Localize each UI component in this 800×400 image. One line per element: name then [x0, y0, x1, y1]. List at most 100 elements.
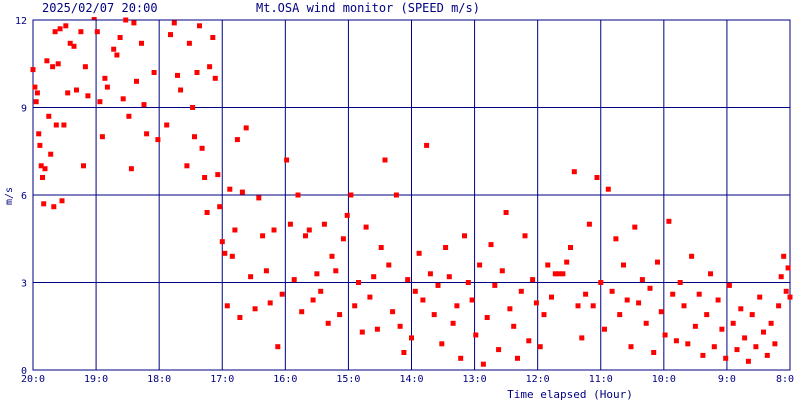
plot-frame [32, 19, 791, 371]
data-point [363, 224, 369, 230]
data-point [382, 157, 388, 163]
x-tick-label: 9:0 [718, 374, 736, 385]
data-point [462, 233, 467, 239]
data-point [359, 329, 365, 335]
data-point [458, 355, 464, 361]
data-point [212, 75, 218, 81]
data-point [700, 352, 706, 358]
data-point [71, 43, 77, 49]
data-point [91, 14, 97, 20]
data-point [287, 221, 293, 227]
x-tick-labels: 20:0 19:0 18:0 17:0 16:0 15:0 14:0 13:0 12:0 11:0… [21, 374, 794, 385]
data-point [303, 233, 308, 239]
data-point [677, 280, 683, 285]
data-point [424, 142, 430, 148]
data-point [42, 166, 48, 172]
data-point [488, 242, 494, 248]
data-point [232, 227, 238, 233]
y-tick-label: 6 [21, 191, 27, 202]
data-point [32, 84, 38, 90]
data-point [37, 142, 43, 148]
data-point [590, 303, 596, 309]
data-point [730, 320, 736, 326]
data-point [670, 291, 676, 297]
data-point [473, 332, 479, 338]
data-point [658, 309, 664, 315]
x-tick-label: 20:0 [21, 374, 45, 385]
data-point [549, 294, 554, 300]
data-point [530, 277, 536, 283]
data-point [186, 40, 192, 46]
data-point [768, 320, 774, 326]
y-axis-label: m/s [4, 187, 15, 205]
data-point [291, 277, 297, 283]
data-point [613, 236, 619, 242]
data-point [94, 29, 100, 35]
data-point [454, 303, 460, 309]
data-point [151, 70, 157, 75]
data-point [192, 134, 197, 140]
y-tick-label: 3 [21, 279, 27, 290]
data-point [598, 280, 604, 285]
data-point [33, 99, 39, 105]
data-point [61, 122, 67, 128]
data-point [605, 186, 611, 192]
data-point [117, 35, 123, 40]
x-tick-label: 12:0 [526, 374, 550, 385]
data-point [256, 195, 262, 201]
y-tick-labels: 0 3 6 9 12 [15, 16, 27, 377]
data-point [390, 309, 396, 315]
data-point [564, 259, 570, 265]
data-point [443, 245, 449, 250]
data-point [59, 198, 65, 204]
data-point [356, 280, 361, 285]
data-point [685, 341, 691, 347]
data-point [579, 335, 585, 341]
data-point [609, 288, 615, 294]
data-point [719, 326, 725, 332]
data-point [757, 294, 763, 300]
data-point [215, 172, 221, 178]
data-point [51, 204, 57, 210]
data-point [85, 93, 91, 99]
data-point [749, 312, 755, 318]
data-points [30, 2, 793, 367]
data-point [594, 175, 600, 180]
data-point [184, 163, 190, 169]
data-point [764, 352, 770, 358]
data-point [662, 332, 668, 338]
data-point [229, 253, 235, 259]
data-point [785, 265, 791, 271]
data-point [279, 291, 285, 297]
data-point [325, 320, 331, 326]
data-point [44, 58, 50, 64]
data-point [469, 297, 475, 303]
y-tick-label: 12 [15, 16, 27, 27]
data-point [745, 358, 751, 364]
data-point [673, 338, 679, 344]
data-point [617, 312, 623, 318]
data-point [337, 312, 343, 318]
data-point [556, 271, 562, 277]
data-point [48, 151, 54, 157]
data-point [409, 335, 414, 341]
data-point [439, 341, 445, 347]
data-point [204, 210, 210, 215]
data-point [397, 323, 403, 329]
data-point [194, 70, 200, 75]
data-point [310, 297, 316, 303]
x-tick-label: 11:0 [589, 374, 613, 385]
data-point [783, 288, 789, 294]
data-point [219, 239, 225, 245]
data-point [243, 125, 249, 131]
data-point [82, 64, 88, 70]
data-point [306, 227, 312, 233]
y-tick-label: 0 [21, 366, 27, 377]
data-point [164, 122, 170, 128]
data-point [234, 137, 240, 143]
x-tick-label: 17:0 [210, 374, 234, 385]
data-point [723, 355, 729, 361]
data-point [734, 347, 740, 353]
data-point [636, 300, 642, 306]
